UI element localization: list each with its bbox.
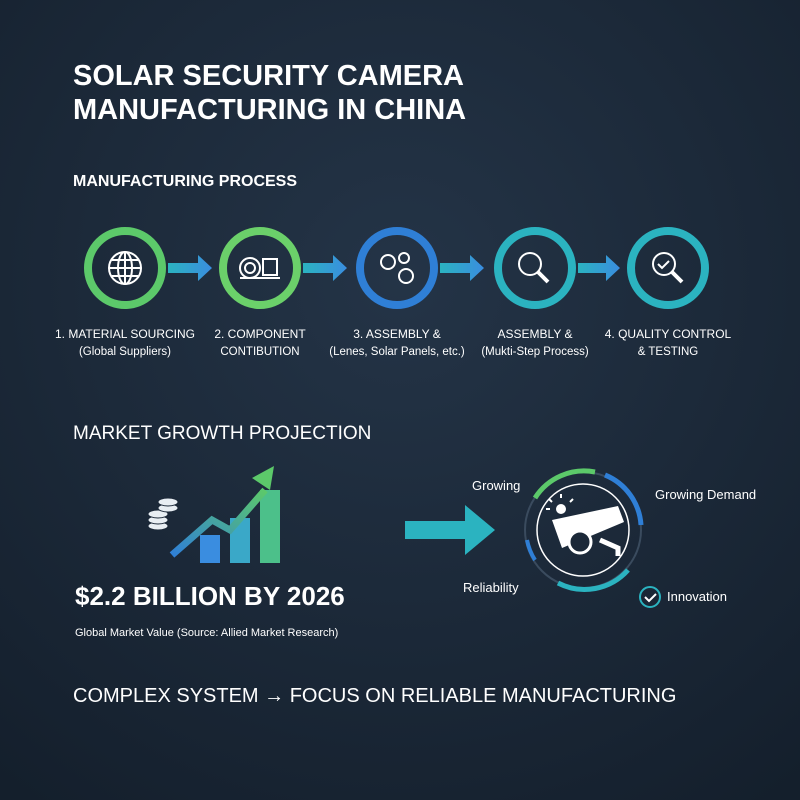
step-label: 3. ASSEMBLY & [353, 327, 441, 341]
arrow [440, 255, 484, 281]
step-circle [84, 227, 166, 309]
step-circle [219, 227, 301, 309]
market-caption: Global Market Value (Source: Allied Mark… [75, 627, 338, 639]
step-label: 1. MATERIAL SOURCING [55, 327, 195, 341]
market-value: $2.2 BILLION BY 2026 [75, 581, 345, 611]
arrow [303, 255, 347, 281]
title-line: SOLAR SECURITY CAMERA [73, 60, 464, 92]
check-icon [644, 593, 657, 603]
step-label: 2. COMPONENT [214, 327, 306, 341]
arrow [578, 255, 620, 281]
step-sublabel: (Global Suppliers) [79, 346, 171, 358]
section-heading: MARKET GROWTH PROJECTION [73, 423, 371, 444]
step-circle [627, 227, 709, 309]
process-circles [84, 227, 709, 309]
step-sublabel: (Lenes, Solar Panels, etc.) [329, 346, 465, 358]
step-label: 4. QUALITY CONTROL [605, 327, 732, 341]
process-arrows [168, 255, 620, 281]
market-label: Growing Demand [655, 487, 756, 502]
footer-text: COMPLEX SYSTEM → FOCUS ON RELIABLE MANUF… [73, 685, 676, 707]
step-circle [494, 227, 576, 309]
step-icons [108, 251, 684, 285]
section-heading: MANUFACTURING PROCESS [73, 173, 297, 190]
check-icon [639, 586, 661, 608]
step-label: ASSEMBLY & [498, 327, 573, 341]
step-sublabel: CONTIBUTION [220, 346, 299, 358]
step-sublabel: (Mukti-Step Process) [481, 346, 589, 358]
title-line: MANUFACTURING IN CHINA [73, 94, 466, 126]
camera-graphic [524, 468, 644, 592]
market-label: Innovation [667, 589, 727, 604]
big-arrow [405, 505, 495, 555]
step-sublabel: & TESTING [638, 346, 699, 358]
arrow [168, 255, 212, 281]
market-label: Reliability [463, 580, 519, 595]
growth-icon [147, 466, 280, 563]
step-circle [356, 227, 438, 309]
market-label: Growing [472, 478, 520, 493]
